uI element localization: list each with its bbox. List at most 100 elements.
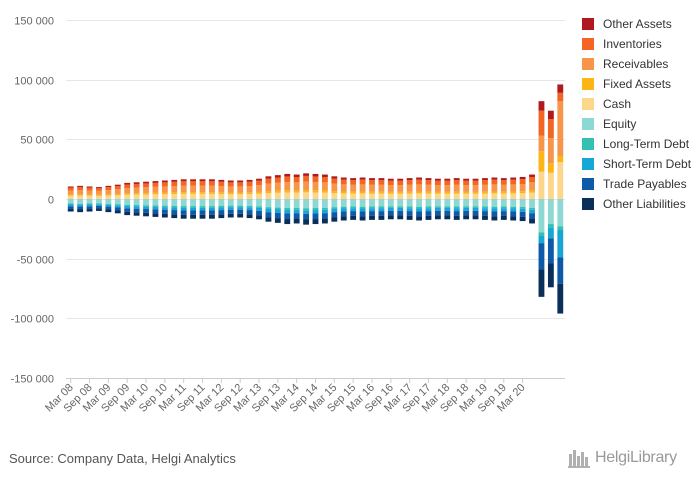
bar-segment-cash (67, 195, 74, 199)
bar-segment-cash (397, 193, 404, 199)
bar-segment-other-assets (105, 185, 112, 188)
bar-segment-long-term-debt (491, 206, 498, 209)
bar-segment-cash (246, 194, 253, 199)
bar-segment-receivables (434, 185, 441, 192)
legend-item[interactable]: Receivables (582, 54, 691, 74)
bar-segment-receivables (105, 190, 112, 195)
bar-segment-equity (340, 199, 347, 207)
bar-segment-fixed-assets (378, 191, 385, 194)
legend-item[interactable]: Fixed Assets (582, 74, 691, 94)
bar-segment-other-liabilities (425, 215, 432, 220)
bar-segment-other-assets (463, 178, 470, 181)
legend-item[interactable]: Other Liabilities (582, 194, 691, 214)
bar-segment-receivables (274, 182, 281, 191)
legend-swatch (582, 98, 594, 110)
bar-segment-short-term-debt (519, 208, 526, 212)
bar-segment-inventories (67, 187, 74, 191)
bar-segment-fixed-assets (246, 192, 253, 195)
bar-segment-cash (519, 193, 526, 199)
bar-segment-cash (453, 193, 460, 199)
bar-segment-inventories (312, 176, 319, 182)
bar-segment-fixed-assets (529, 190, 535, 193)
legend-item[interactable]: Cash (582, 94, 691, 114)
legend-item[interactable]: Long-Term Debt (582, 134, 691, 154)
bar-segment-other-assets (86, 186, 93, 188)
bar-segment-cash (491, 193, 498, 199)
bar-segment-trade-payables (425, 211, 432, 216)
bar-segment-short-term-debt (218, 207, 225, 211)
bar-segment-inventories (425, 180, 432, 185)
bar-segment-cash (152, 194, 159, 199)
bar-segment-short-term-debt (227, 207, 234, 210)
legend-item[interactable]: Inventories (582, 34, 691, 54)
bar-segment-receivables (519, 183, 526, 192)
bar-segment-other-liabilities (237, 213, 244, 218)
bar-segment-receivables (416, 184, 422, 192)
bar-segment-equity (293, 199, 300, 208)
bar-segment-cash (463, 193, 470, 199)
legend-swatch (582, 18, 594, 30)
bar-segment-fixed-assets (557, 156, 564, 163)
bar-segment-receivables (510, 184, 517, 192)
bar-segment-receivables (321, 182, 328, 191)
bar-segment-trade-payables (96, 205, 102, 209)
bar-segment-trade-payables (124, 208, 131, 212)
bar-segment-fixed-assets (463, 191, 470, 194)
bar-segment-long-term-debt (256, 206, 262, 208)
bar-segment-equity (143, 199, 149, 206)
bar-segment-trade-payables (444, 210, 451, 216)
bar-segment-trade-payables (265, 212, 272, 218)
bar-segment-other-liabilities (152, 213, 159, 217)
bar-segment-cash (77, 195, 84, 199)
bar-segment-other-assets (124, 182, 131, 185)
bar-segment-receivables (312, 181, 319, 191)
bar-segment-trade-payables (406, 211, 413, 216)
bar-segment-other-assets (340, 177, 347, 180)
bar-segment-fixed-assets (105, 194, 112, 196)
bar-segment-other-liabilities (133, 212, 140, 216)
bar-segment-cash (190, 193, 197, 199)
legend-item[interactable]: Short-Term Debt (582, 154, 691, 174)
bar-segment-fixed-assets (218, 192, 225, 195)
bar-segment-trade-payables (350, 211, 357, 216)
bar-segment-other-assets (284, 173, 291, 177)
bar-segment-other-liabilities (519, 216, 526, 222)
bar-segment-cash (133, 194, 140, 199)
bar-segment-other-assets (538, 101, 545, 111)
bar-segment-other-assets (434, 178, 441, 181)
bar-segment-inventories (519, 179, 526, 184)
bar-segment-other-liabilities (529, 218, 535, 224)
legend-item[interactable]: Other Assets (582, 14, 691, 34)
bar-segment-short-term-debt (434, 207, 441, 211)
bar-segment-other-assets (331, 176, 338, 179)
legend-item[interactable]: Trade Payables (582, 174, 691, 194)
bar-segment-other-assets (256, 178, 262, 181)
bar-segment-long-term-debt (303, 208, 310, 211)
bar-segment-receivables (246, 186, 253, 193)
bar-segment-other-assets (406, 178, 413, 181)
bar-segment-cash (114, 195, 121, 199)
legend-item[interactable]: Equity (582, 114, 691, 134)
bar-segment-short-term-debt (538, 235, 545, 244)
bar-segment-inventories (303, 175, 310, 182)
bar-segment-inventories (416, 179, 422, 185)
bar-segment-long-term-debt (378, 206, 385, 209)
bar-segment-cash (209, 193, 215, 199)
bar-segment-cash (96, 195, 102, 199)
bar-segment-other-assets (359, 177, 366, 180)
bar-segment-other-liabilities (510, 216, 517, 221)
bar-segment-equity (350, 199, 357, 207)
bar-segment-cash (406, 193, 413, 199)
bar-segment-receivables (133, 187, 140, 194)
bar-segment-cash (284, 192, 291, 199)
bar-segment-inventories (434, 180, 441, 186)
bar-segment-inventories (321, 176, 328, 183)
bar-segment-receivables (227, 186, 234, 193)
y-tick-label: -100 000 (11, 314, 54, 326)
bar-segment-trade-payables (209, 210, 215, 215)
bar-segment-long-term-debt (96, 203, 102, 205)
bar-segment-short-term-debt (143, 206, 149, 210)
bar-segment-trade-payables (500, 211, 507, 216)
bar-segment-receivables (359, 184, 366, 192)
bar-segment-equity (114, 199, 121, 205)
